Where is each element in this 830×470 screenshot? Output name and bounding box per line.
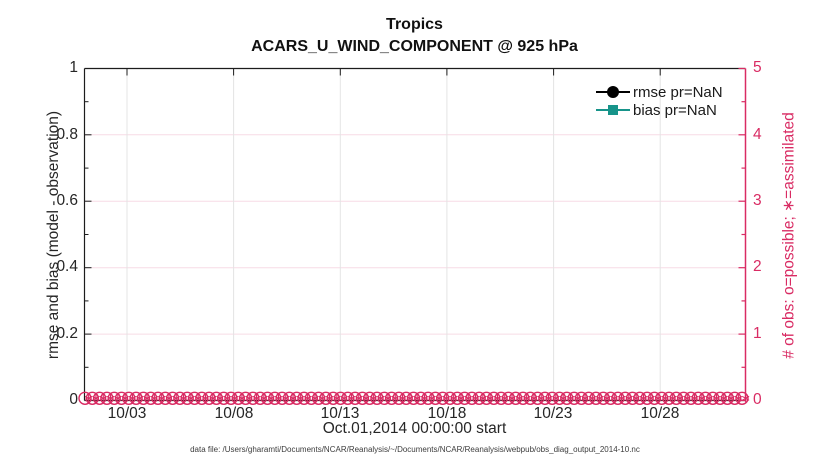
x-axis-tick-oct13: 10/13 xyxy=(320,405,360,422)
legend: rmse pr=NaN bias pr=NaN xyxy=(596,83,723,119)
left-axis-tick-0p6: 0.6 xyxy=(56,192,78,209)
right-axis-tick-2: 2 xyxy=(753,258,762,275)
left-axis-tick-0p8: 0.8 xyxy=(56,126,78,143)
left-axis-tick-0p2: 0.2 xyxy=(56,325,78,342)
legend-label-bias: bias pr=NaN xyxy=(633,101,717,119)
left-axis-tick-1: 1 xyxy=(69,59,78,76)
bias-line-marker-icon xyxy=(596,103,630,117)
right-axis-tick-3: 3 xyxy=(753,192,762,209)
left-axis-tick-0p4: 0.4 xyxy=(56,258,78,275)
x-axis-tick-oct03: 10/03 xyxy=(107,405,147,422)
right-axis-tick-5: 5 xyxy=(753,59,762,76)
rmse-line-marker-icon xyxy=(596,85,630,99)
right-axis-tick-0: 0 xyxy=(753,391,762,408)
data-file-caption: data file: /Users/gharamti/Documents/NCA… xyxy=(190,445,640,454)
chart-title-region: Tropics xyxy=(386,16,443,33)
left-axis-tick-0: 0 xyxy=(69,391,78,408)
chart-title-block: Tropics ACARS_U_WIND_COMPONENT @ 925 hPa xyxy=(84,14,745,58)
legend-row-rmse: rmse pr=NaN xyxy=(596,83,723,101)
x-axis-label: Oct.01,2014 00:00:00 start xyxy=(322,420,507,437)
left-axis-label: rmse and bias (model - observation) xyxy=(45,110,62,360)
x-axis-tick-oct18: 10/18 xyxy=(427,405,467,422)
chart-title-variable: ACARS_U_WIND_COMPONENT @ 925 hPa xyxy=(251,38,578,55)
right-axis-tick-1: 1 xyxy=(753,325,762,342)
legend-row-bias: bias pr=NaN xyxy=(596,101,723,119)
legend-label-rmse: rmse pr=NaN xyxy=(633,83,723,101)
right-axis-label: # of obs: o=possible; ∗=assimilated xyxy=(780,112,798,359)
x-axis-tick-oct28: 10/28 xyxy=(640,405,680,422)
x-axis-tick-oct08: 10/08 xyxy=(214,405,254,422)
x-axis-tick-oct23: 10/23 xyxy=(533,405,573,422)
right-axis-tick-4: 4 xyxy=(753,126,762,143)
